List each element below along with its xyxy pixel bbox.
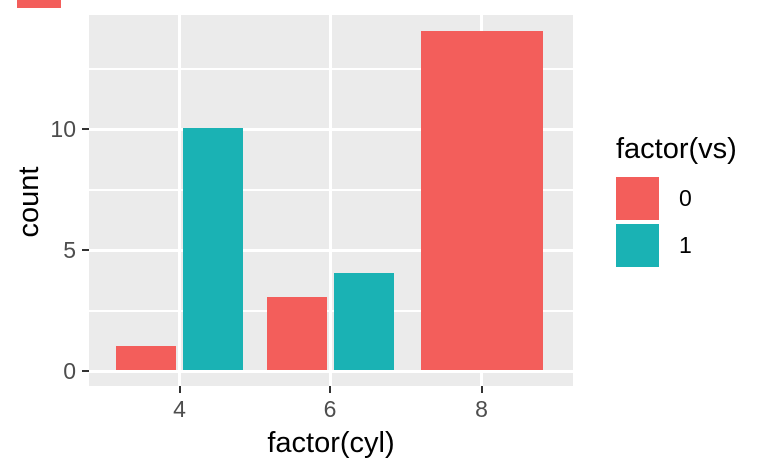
gridline-major-y10	[89, 127, 573, 131]
bar-cyl4-vs1	[183, 128, 243, 370]
gridline-minor-y12.5	[89, 67, 573, 70]
x-tick-mark-4	[178, 386, 181, 393]
bar-cyl6-vs1	[333, 273, 394, 370]
gridline-minor-y2.5	[89, 309, 573, 312]
x-tick-mark-6	[329, 386, 331, 393]
x-tick-label-6: 6	[323, 396, 337, 422]
y-tick-label-10: 10	[50, 116, 76, 142]
gridline-minor-y7.5	[89, 188, 573, 191]
y-tick-label-0: 0	[63, 358, 76, 384]
gridline-vertical-6	[328, 15, 332, 386]
clipped-red-mark	[17, 0, 61, 8]
legend: factor(vs) 0 1	[616, 133, 737, 271]
bar-cyl4-vs0	[116, 345, 176, 370]
chart-panel	[89, 15, 573, 386]
legend-label-0: 0	[679, 185, 692, 211]
legend-label-1: 1	[679, 232, 692, 258]
x-tick-mark-8	[480, 386, 483, 393]
y-tick-mark-10	[82, 128, 89, 130]
x-tick-label-8: 8	[475, 396, 488, 422]
bar-cyl6-vs0	[266, 297, 327, 370]
gridline-major-y5	[89, 248, 573, 252]
legend-key-swatch-0	[616, 177, 659, 220]
gridline-major-y0	[89, 369, 573, 373]
y-tick-mark-5	[82, 249, 89, 251]
legend-item-0: 0	[616, 177, 737, 220]
legend-item-1: 1	[616, 224, 737, 267]
x-axis-title: factor(cyl)	[267, 427, 395, 459]
legend-title: factor(vs)	[616, 133, 737, 165]
y-tick-mark-0	[82, 370, 89, 372]
bar-cyl8-vs0	[420, 31, 543, 370]
gridline-vertical-4	[178, 15, 181, 386]
legend-key-swatch-1	[616, 224, 659, 267]
y-tick-label-5: 5	[63, 237, 76, 263]
x-tick-label-4: 4	[173, 396, 186, 422]
